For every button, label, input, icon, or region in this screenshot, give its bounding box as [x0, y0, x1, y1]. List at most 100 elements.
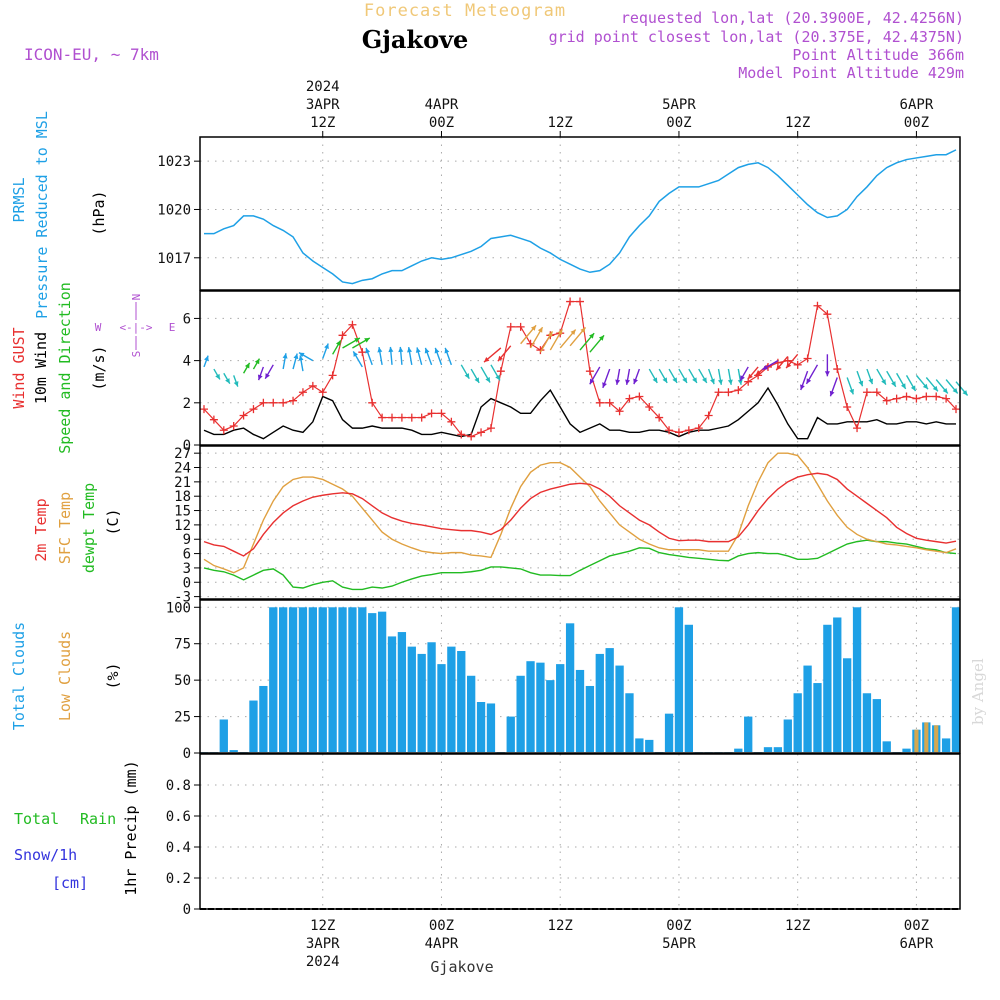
wind-direction-arrow [876, 368, 887, 385]
wind-direction-arrow [905, 375, 917, 392]
wind-direction-arrow [955, 381, 969, 396]
total-cloud-bar [516, 675, 525, 752]
total-cloud-label: Total Clouds [10, 622, 28, 730]
wind-gust-marker [932, 392, 941, 401]
y-tick-label: 0 [183, 575, 191, 591]
wind-gust-marker [338, 331, 347, 340]
wind-gust-marker [714, 388, 723, 397]
wind-direction-arrow [717, 368, 723, 385]
total-cloud-bar [664, 713, 674, 752]
total-cloud-bar [249, 700, 258, 752]
wind-direction-arrow [648, 368, 658, 384]
total-cloud-bar [556, 664, 565, 752]
total-cloud-bar [595, 653, 604, 752]
wind-gust-marker [862, 388, 871, 397]
total-cloud-bar [259, 685, 268, 752]
low-cloud-bar [924, 722, 929, 752]
wind-gust-marker [902, 392, 911, 401]
total-cloud-bar [951, 607, 961, 752]
total-cloud-bar [308, 607, 317, 752]
wind-unit: (m/s) [90, 345, 108, 390]
y-tick-label: 0 [183, 438, 191, 454]
wind-direction-arrow [602, 368, 611, 389]
pressure-unit: (hPa) [90, 190, 108, 235]
wind-gust-marker [694, 424, 703, 433]
total-cloud-bar [417, 653, 426, 752]
wind-direction-arrow [549, 328, 563, 351]
wind-direction-arrow [434, 347, 443, 366]
total-cloud-bar [635, 738, 644, 752]
top-time-hour: 00Z [904, 115, 929, 131]
wind-gust-marker [308, 381, 317, 390]
y-tick-label: 12 [174, 518, 191, 534]
wind-direction-arrow [761, 360, 779, 371]
total-cloud-bar [486, 703, 496, 752]
wind-gust-marker [368, 398, 377, 407]
wind-direction-arrow [264, 364, 274, 380]
total-cloud-bar [476, 702, 486, 752]
y-tick-label: 0.2 [166, 871, 191, 887]
y-tick-label: 1023 [157, 154, 191, 170]
bottom-time-hour: 12Z [310, 918, 335, 934]
y-tick-label: -3 [174, 590, 191, 606]
y-tick-label: 0.4 [166, 840, 191, 856]
total-cloud-bar [674, 607, 684, 752]
pressure-line [204, 149, 957, 285]
total-cloud-bar [565, 623, 575, 752]
y-tick-label: 6 [183, 311, 191, 327]
wind-direction-arrow [866, 368, 874, 385]
total-cloud-bar [605, 648, 614, 752]
wind-gust-marker [516, 322, 525, 331]
precip-rain-label: Rain [80, 810, 116, 828]
wind-direction-arrow [460, 364, 470, 380]
compass-west: W [95, 321, 102, 334]
total-cloud-bar [843, 658, 852, 752]
y-tick-label: 50 [174, 673, 191, 689]
low-cloud-bar [914, 729, 919, 752]
wind-gust-marker [486, 424, 495, 433]
total-cloud-bar [852, 607, 862, 752]
wind-gust-marker [229, 422, 238, 431]
wind-gust-marker [793, 360, 802, 369]
total-cloud-bar [546, 680, 555, 752]
wind-gust-marker [407, 413, 416, 422]
y-tick-label: 18 [174, 489, 191, 505]
dewpt-label: dewpt Temp [80, 483, 98, 573]
wind-direction-arrow [569, 327, 587, 347]
wind-gust-marker [378, 413, 387, 422]
grid-layer [200, 137, 960, 910]
y-tick-label: 0 [183, 746, 191, 762]
y-tick-label: 21 [174, 475, 191, 491]
total-cloud-bar [506, 716, 515, 752]
wind-gust-marker [615, 407, 624, 416]
wind-direction-arrow [579, 332, 595, 351]
top-time-date: 3APR [306, 97, 340, 113]
bottom-time-date: 5APR [662, 936, 696, 952]
wind-gust-marker [605, 398, 614, 407]
wind-direction-arrow [424, 347, 433, 366]
wind-direction-arrow [322, 343, 329, 359]
wind-direction-arrow [298, 352, 314, 362]
compass-arrows: <-|-> [119, 321, 152, 334]
total-cloud-bar [645, 739, 654, 752]
wind-direction-arrow [233, 375, 239, 387]
total-cloud-bar [744, 716, 753, 752]
wind-gust-marker [724, 388, 733, 397]
total-cloud-bar [298, 607, 308, 752]
wind-gust-marker [595, 398, 604, 407]
total-cloud-bar [358, 607, 367, 752]
total-cloud-bar [585, 685, 595, 752]
y-tick-label: 6 [183, 547, 191, 563]
top-time-date: 5APR [662, 97, 696, 113]
model-altitude: Model Point Altitude 429m [738, 64, 964, 82]
y-tick-label: 0.6 [166, 809, 191, 825]
wind-direction-arrow [365, 347, 373, 366]
wind-gust-marker [892, 394, 901, 403]
panel-frame-wind [199, 290, 961, 446]
panel-frame-clouds [199, 599, 961, 754]
panel-frame-temp [199, 445, 961, 600]
wind-direction-arrow [698, 368, 708, 384]
wind-10m-line [203, 386, 956, 440]
top-time-date: 4APR [425, 97, 459, 113]
dewpoint-line [203, 539, 957, 591]
